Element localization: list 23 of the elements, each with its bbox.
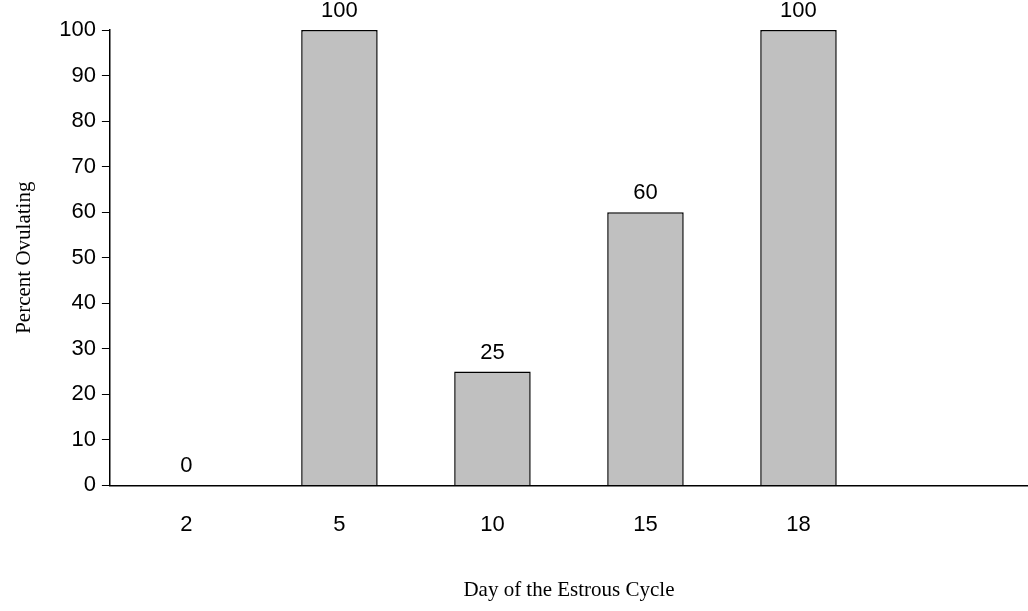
y-tick-label: 80 <box>71 107 96 133</box>
y-axis-title: Percent Ovulating <box>11 181 36 334</box>
x-axis-title: Day of the Estrous Cycle <box>463 576 675 601</box>
x-tick-label: 18 <box>786 510 811 536</box>
x-tick-label: 15 <box>633 510 658 536</box>
y-tick-label: 20 <box>71 380 96 406</box>
data-label: 100 <box>780 0 817 23</box>
y-tick-label: 50 <box>71 243 96 269</box>
y-tick-label: 40 <box>71 289 96 315</box>
x-tick-label: 5 <box>333 510 346 536</box>
y-tick-label: 90 <box>71 61 96 87</box>
y-tick-label: 0 <box>83 471 96 497</box>
data-label: 0 <box>180 452 193 478</box>
data-label: 25 <box>480 338 505 364</box>
y-tick-label: 10 <box>71 425 96 451</box>
data-label: 60 <box>633 179 658 205</box>
y-tick-label: 60 <box>71 198 96 224</box>
y-tick-label: 100 <box>59 16 96 42</box>
y-tick-label: 70 <box>71 152 96 178</box>
y-tick-label: 30 <box>71 334 96 360</box>
x-tick-label: 2 <box>180 510 193 536</box>
x-tick-label: 10 <box>480 510 505 536</box>
data-label: 100 <box>321 0 358 23</box>
